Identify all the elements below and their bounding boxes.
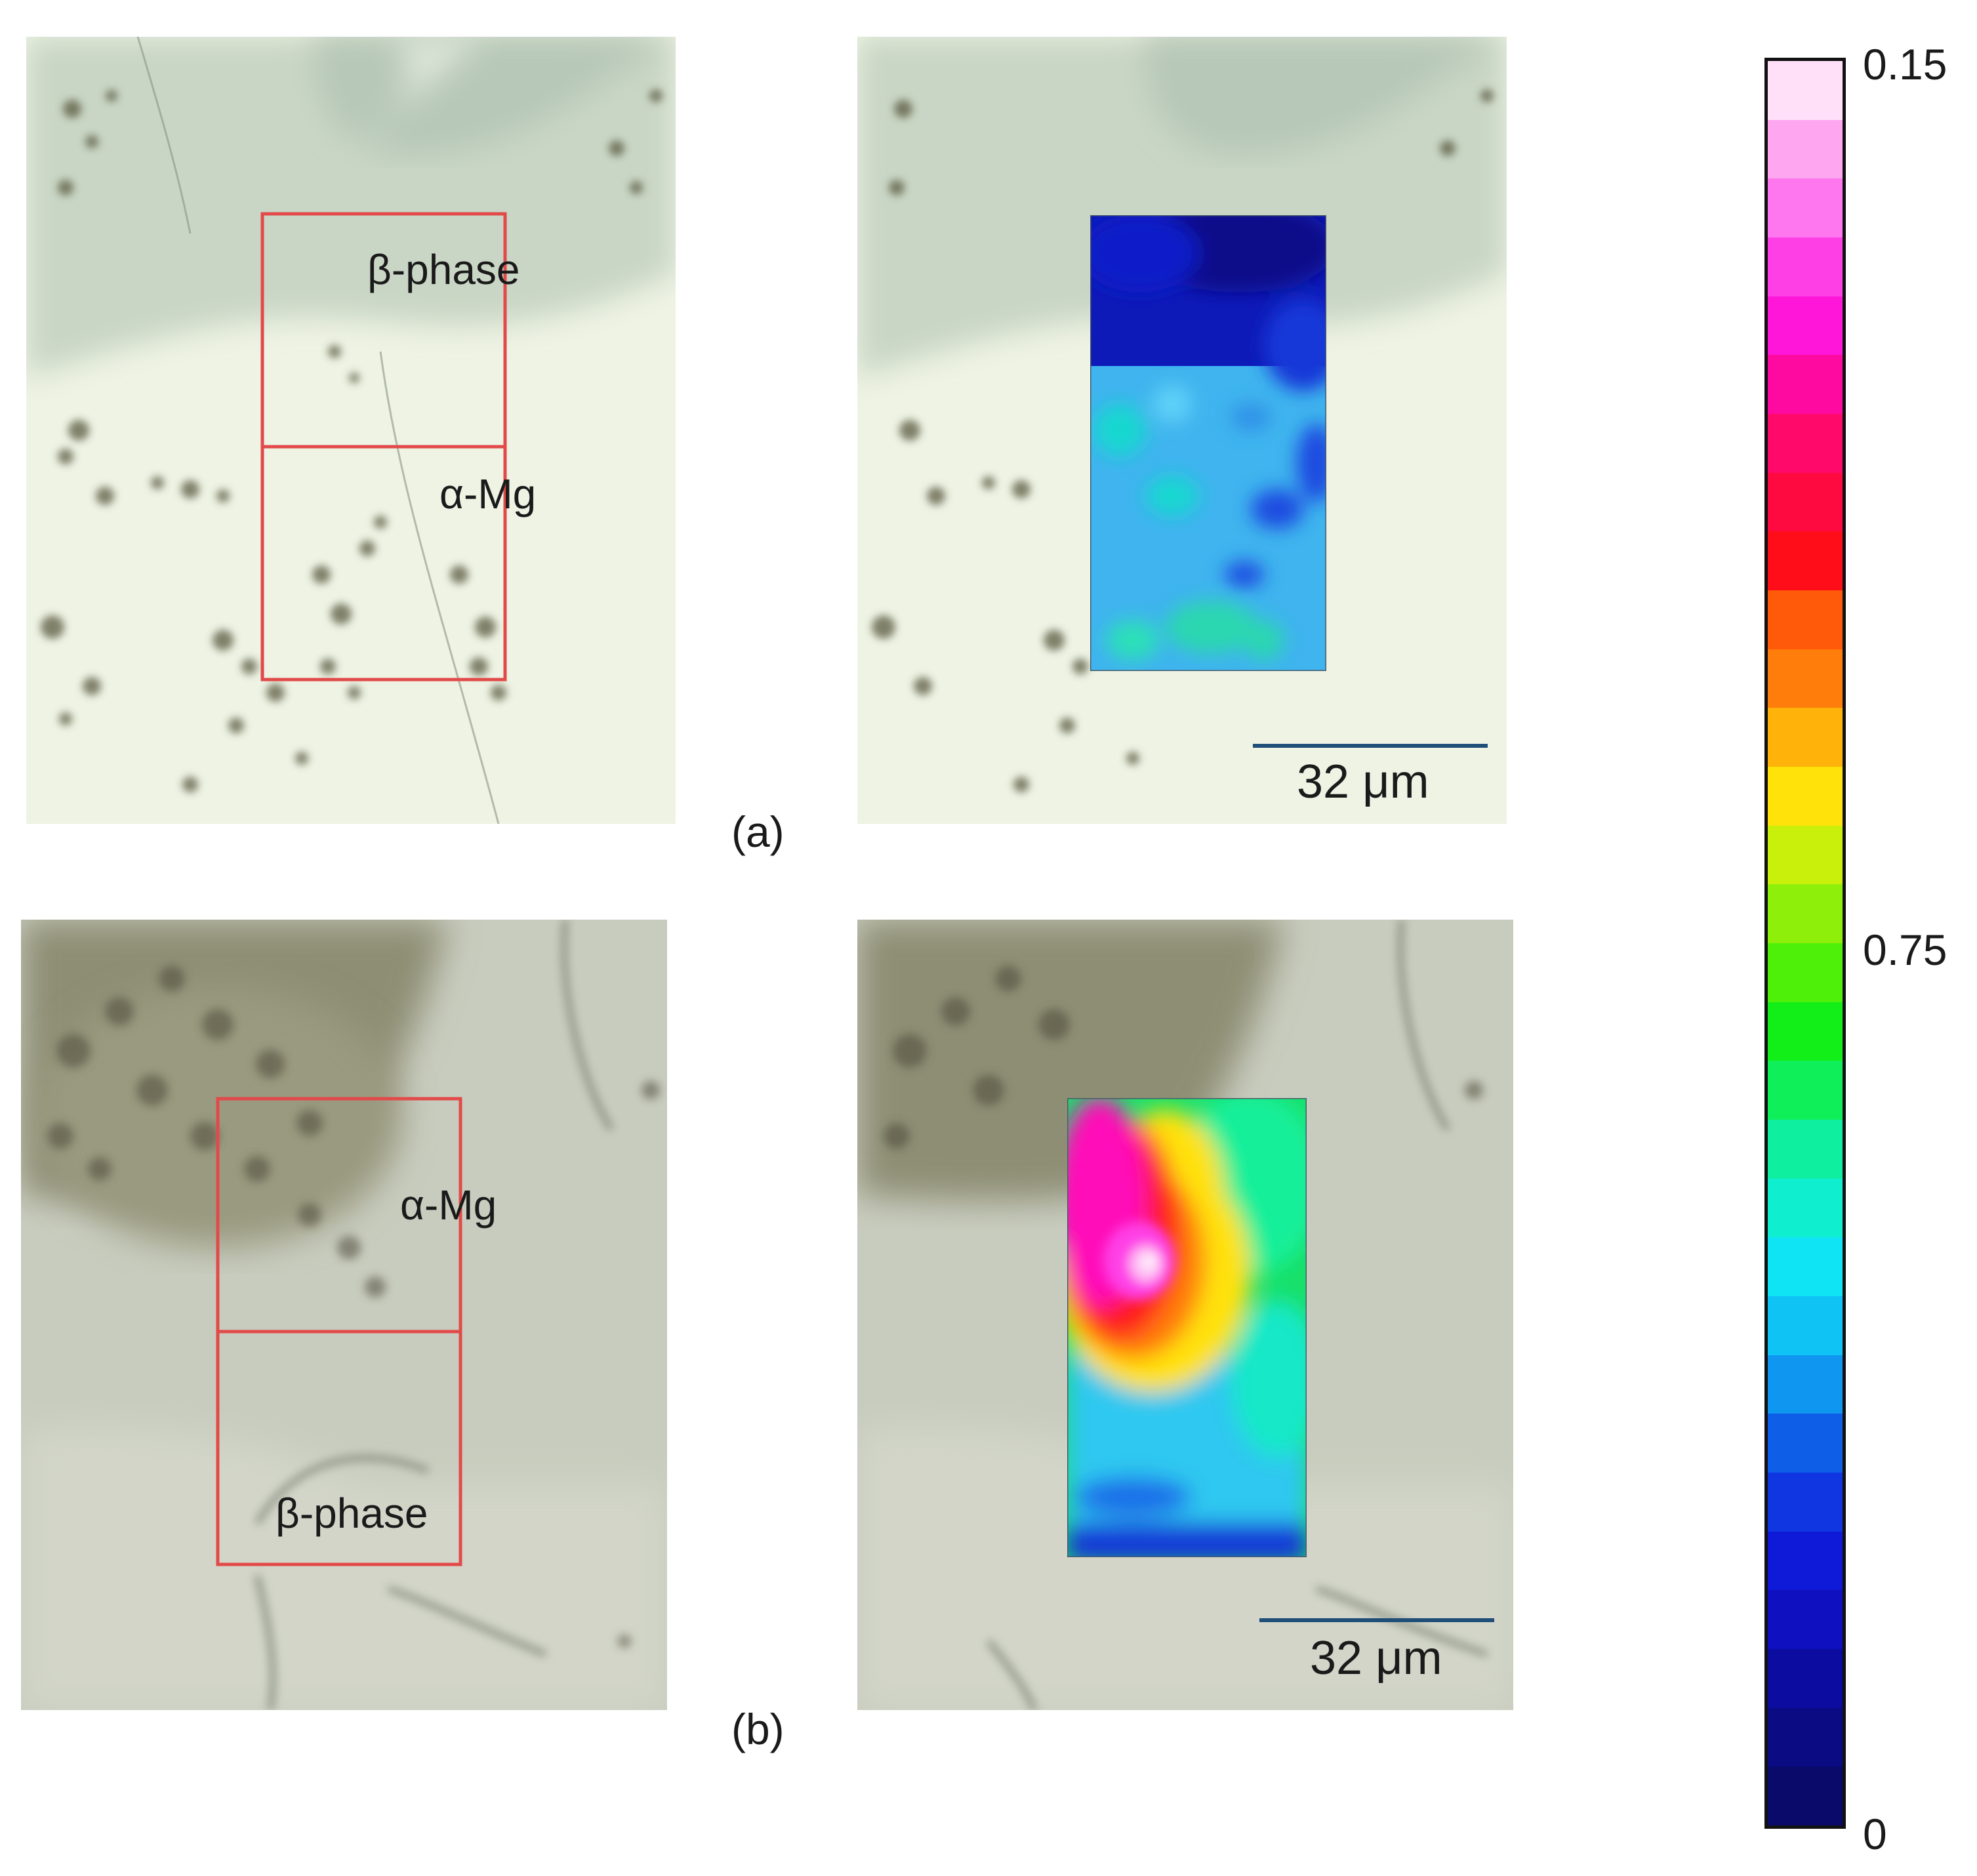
region-label-beta-b: β-phase: [275, 1490, 428, 1537]
colorbar-swatch: [1768, 1531, 1843, 1591]
micrograph-b-image: [21, 920, 667, 1710]
colorbar-swatch: [1768, 1414, 1843, 1473]
colorbar-swatch: [1768, 237, 1843, 296]
colorbar-swatch: [1768, 825, 1843, 885]
colorbar-swatch: [1768, 1061, 1843, 1120]
colorbar-swatch: [1768, 767, 1843, 826]
map-a-heat: [1090, 215, 1326, 671]
colorbar-tick-bottom: 0: [1863, 1810, 1887, 1858]
colorbar-swatch: [1768, 1590, 1843, 1650]
colorbar-swatch: [1768, 119, 1843, 179]
scale-bar-b-line: [1259, 1618, 1494, 1622]
colorbar-swatch: [1768, 1473, 1843, 1532]
colorbar-swatch: [1768, 1707, 1843, 1767]
colorbar-swatch: [1768, 1296, 1843, 1355]
colorbar-swatch: [1768, 943, 1843, 1002]
colorbar-swatch: [1768, 1178, 1843, 1238]
panel-label-b: (b): [731, 1705, 785, 1753]
colorbar-tick-top: 0.15: [1863, 40, 1947, 89]
scale-bar-b-label: 32 μm: [1310, 1632, 1442, 1684]
map-b-heat: [1067, 1098, 1307, 1557]
panel-label-a: (a): [731, 807, 785, 856]
colorbar-swatch: [1768, 296, 1843, 356]
colorbar-swatch: [1768, 1355, 1843, 1414]
colorbar-swatch: [1768, 1766, 1843, 1826]
colorbar-swatch: [1768, 1120, 1843, 1179]
micrograph-a-image: [26, 37, 676, 824]
scale-bar-a-line: [1253, 744, 1488, 748]
region-label-alpha-b: α-Mg: [400, 1181, 497, 1229]
micrograph-a: β-phase α-Mg: [26, 37, 676, 824]
colorbar-swatch: [1768, 590, 1843, 649]
colorbar-swatch: [1768, 414, 1843, 473]
colorbar-swatch: [1768, 178, 1843, 238]
colorbar: [1764, 58, 1846, 1829]
map-b-image: [857, 920, 1513, 1710]
map-a-image: [857, 37, 1507, 824]
colorbar-swatch: [1768, 61, 1843, 120]
micrograph-b: α-Mg β-phase: [21, 920, 667, 1710]
colorbar-tick-mid: 0.75: [1863, 926, 1947, 974]
colorbar-swatch: [1768, 1002, 1843, 1061]
region-label-alpha-a: α-Mg: [439, 470, 537, 518]
colorbar-swatch: [1768, 472, 1843, 532]
colorbar-swatch: [1768, 649, 1843, 708]
colorbar-swatch: [1768, 884, 1843, 944]
colorbar-swatch: [1768, 531, 1843, 591]
scale-bar-a-label: 32 μm: [1297, 756, 1429, 808]
colorbar-swatch: [1768, 355, 1843, 415]
map-b: 32 μm: [857, 920, 1513, 1710]
colorbar-swatch: [1768, 708, 1843, 767]
colorbar-swatch: [1768, 1237, 1843, 1297]
region-label-beta-a: β-phase: [367, 246, 520, 293]
colorbar-swatch: [1768, 1649, 1843, 1708]
map-a: 32 μm: [857, 37, 1507, 824]
